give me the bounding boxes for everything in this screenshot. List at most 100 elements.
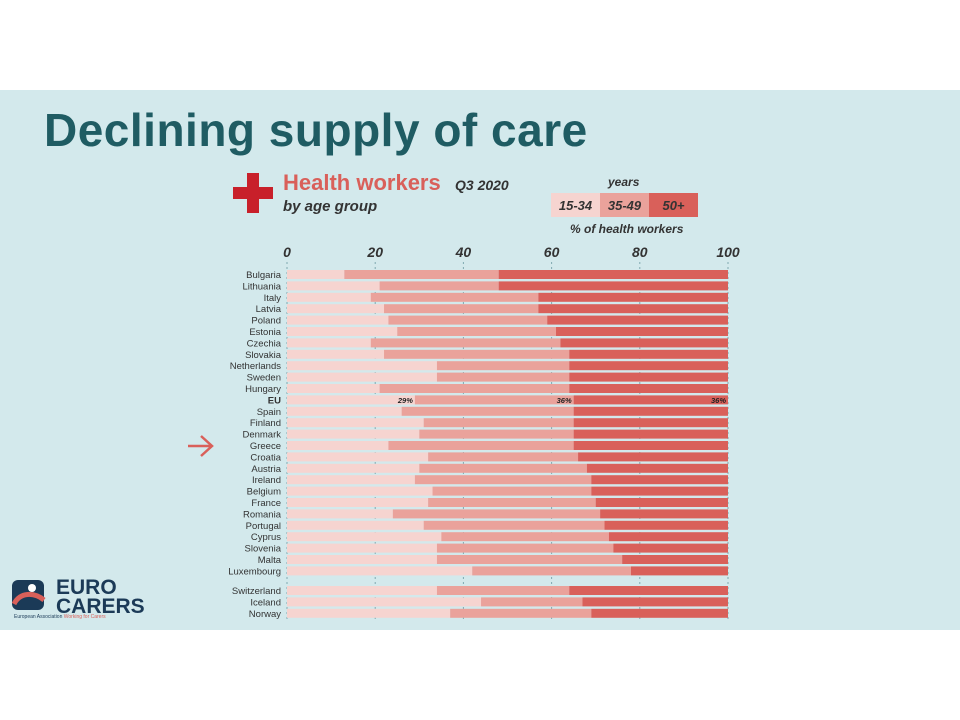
bar-segment: [287, 463, 420, 473]
logo-tagline: European Association Working for Carers: [14, 614, 106, 620]
bar-segment: [569, 384, 728, 393]
bar-segment: [573, 441, 728, 450]
bar-segment: [287, 520, 424, 530]
bar-segment: [379, 384, 570, 393]
bar-segment: [586, 463, 728, 473]
x-tick-label: 20: [366, 244, 383, 260]
bar-segment: [287, 270, 345, 279]
category-label: Italy: [264, 293, 282, 304]
bar-segment: [287, 566, 473, 576]
category-label: Croatia: [250, 452, 281, 463]
bar-segment: [428, 452, 579, 462]
bar-segment: [401, 406, 574, 416]
bar-segment: [287, 543, 437, 553]
bar-segment: [287, 532, 442, 542]
data-label: 29%: [397, 396, 413, 405]
logo-text-euro: EURO: [56, 576, 117, 599]
bar-segment: [436, 586, 570, 595]
category-label: EU: [268, 395, 281, 406]
bar-segment: [287, 608, 451, 618]
logo-text-carers: CARERS: [56, 595, 145, 618]
logo-mark-icon: [11, 580, 46, 610]
category-label: Estonia: [249, 327, 281, 338]
bar-segment: [538, 292, 728, 302]
bar-segment: [573, 418, 728, 428]
category-label: Sweden: [247, 373, 281, 384]
bar-segment: [287, 475, 415, 485]
bar-segment: [436, 372, 570, 382]
bar-segment: [600, 509, 728, 519]
category-label: Lithuania: [242, 281, 281, 292]
infographic-period: Q3 2020: [455, 177, 509, 193]
bar-segment: [287, 406, 402, 416]
bar-segment: [287, 486, 433, 496]
bar-segment: [287, 555, 437, 564]
bar-segment: [287, 418, 424, 428]
red-cross-icon: [233, 173, 273, 213]
category-label: Poland: [251, 316, 281, 327]
x-tick-label: 0: [283, 244, 291, 260]
bar-segment: [392, 509, 601, 519]
category-label: Luxembourg: [228, 566, 281, 577]
legend-note: % of health workers: [570, 222, 684, 236]
bar-segment: [441, 532, 609, 542]
category-label: Belgium: [247, 487, 281, 498]
bar-segment: [287, 597, 482, 607]
category-label: Greece: [250, 441, 281, 452]
bar-segment: [287, 395, 415, 405]
category-label: Portugal: [246, 521, 281, 532]
infographic-subtitle: by age group: [283, 198, 378, 215]
category-label: Switzerland: [232, 586, 281, 597]
bar-segment: [287, 315, 389, 325]
bar-segment: [432, 486, 592, 496]
bar-segment: [622, 555, 728, 564]
legend-50-plus: 50+: [649, 193, 698, 217]
bar-segment: [414, 475, 592, 485]
bar-segment: [538, 304, 728, 314]
category-label: Iceland: [250, 597, 281, 608]
bar-segment: [287, 338, 371, 348]
bar-segment: [287, 498, 429, 507]
bar-segment: [287, 372, 437, 382]
category-label: France: [251, 498, 281, 509]
category-label: Ireland: [252, 475, 281, 486]
bar-segment: [287, 304, 385, 314]
bar-segment: [287, 361, 437, 371]
bar-segment: [604, 520, 728, 530]
category-label: Finland: [250, 418, 281, 429]
bar-segment: [287, 292, 371, 302]
bar-segment: [384, 349, 570, 359]
bar-segment: [414, 395, 574, 405]
bar-segment: [287, 509, 393, 519]
category-label: Czechia: [247, 338, 282, 349]
bar-segment: [498, 281, 728, 291]
bar-segment: [344, 270, 499, 279]
bar-segment: [436, 361, 570, 371]
category-label: Hungary: [245, 384, 281, 395]
legend: 15-34 35-49 50+: [551, 193, 698, 217]
bar-segment: [578, 452, 728, 462]
bar-segment: [591, 486, 728, 496]
bar-segment: [569, 349, 728, 359]
bar-segment: [569, 372, 728, 382]
category-label: Netherlands: [230, 361, 281, 372]
bar-segment: [595, 498, 728, 507]
x-tick-label: 60: [544, 244, 560, 260]
bar-segment: [481, 597, 583, 607]
bar-segment: [608, 532, 728, 542]
bar-segment: [591, 608, 728, 618]
bar-segment: [388, 315, 548, 325]
bar-segment: [573, 429, 728, 439]
data-label: 36%: [711, 396, 726, 405]
bar-segment: [370, 338, 561, 348]
bar-segment: [560, 338, 728, 348]
bar-segment: [498, 270, 728, 279]
bar-segment: [287, 441, 389, 450]
category-label: Malta: [258, 555, 282, 566]
category-label: Spain: [257, 407, 281, 418]
legend-15-34: 15-34: [551, 193, 600, 217]
category-label: Slovakia: [245, 350, 282, 361]
category-label: Denmark: [242, 430, 281, 441]
bar-segment: [613, 543, 728, 553]
legend-35-49: 35-49: [600, 193, 649, 217]
